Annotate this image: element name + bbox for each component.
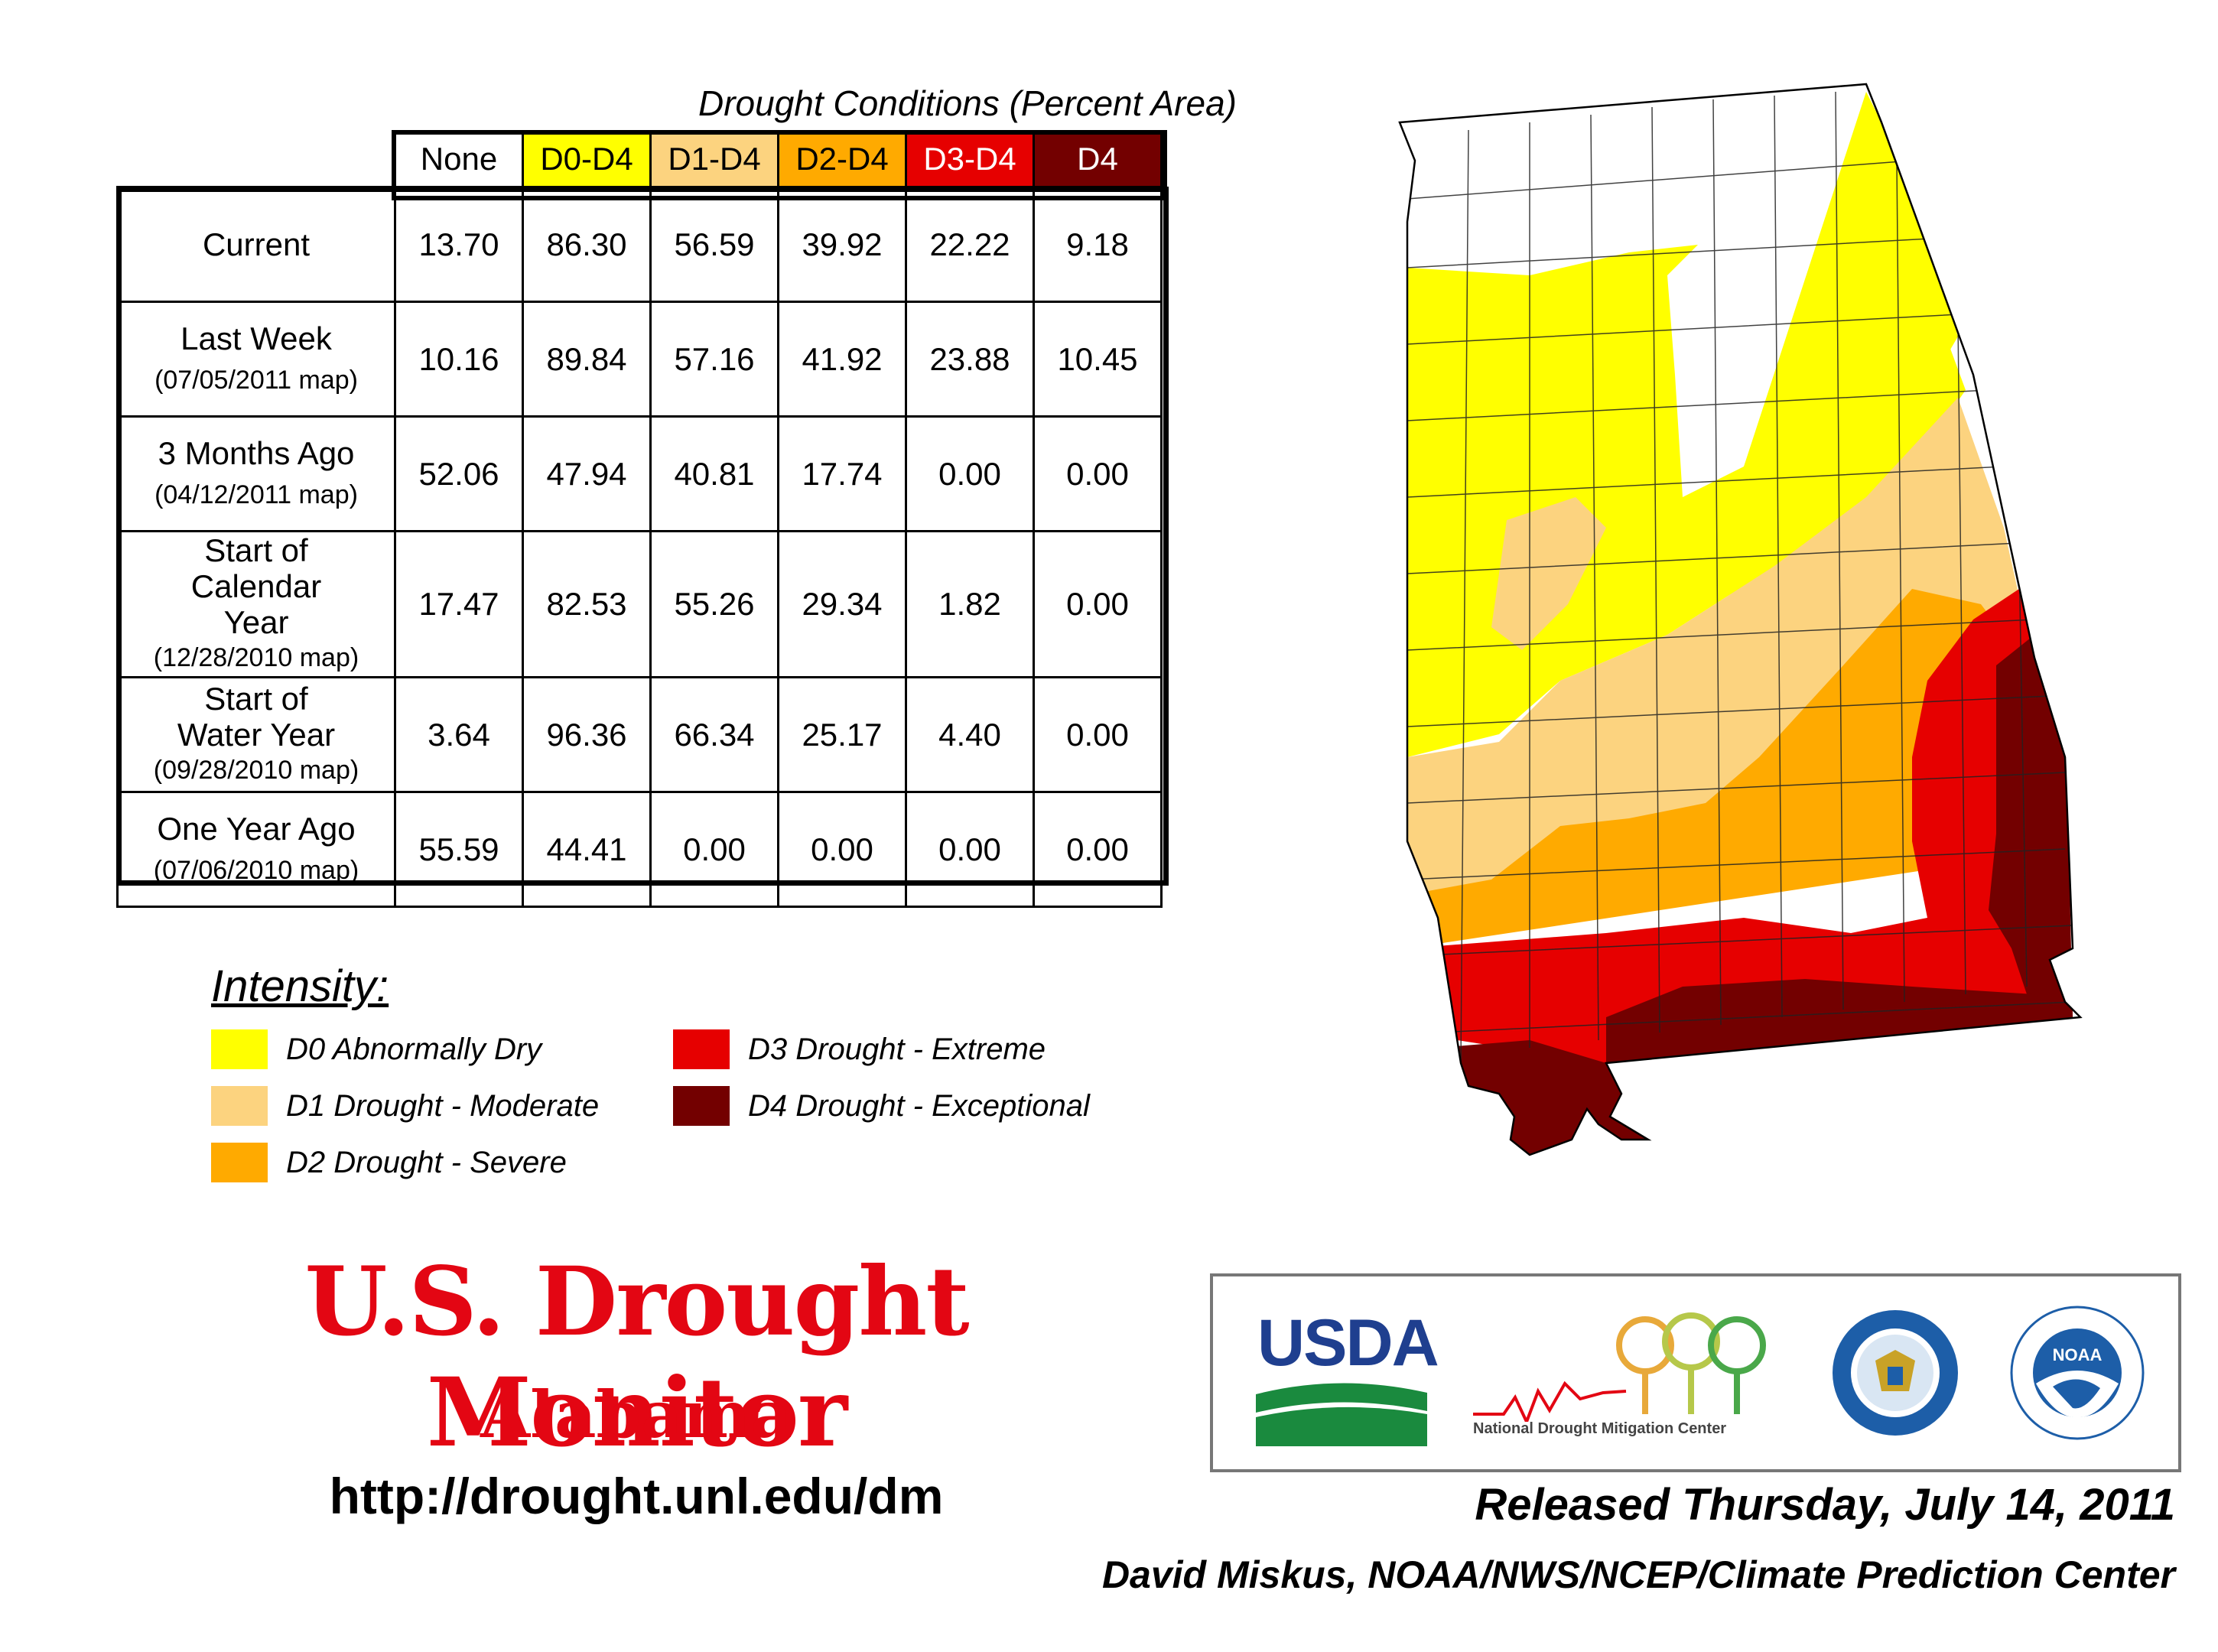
cell: 41.92 — [777, 301, 907, 418]
cell: 55.59 — [394, 791, 524, 908]
usda-logo: USDA — [1257, 1306, 1439, 1380]
cell: 1.82 — [905, 530, 1035, 678]
noaa-logo-icon: NOAA — [2010, 1306, 2145, 1440]
url-link[interactable]: http://drought.unl.edu/dm — [329, 1468, 944, 1524]
d4-area-south — [1606, 979, 2073, 1063]
cell: 86.30 — [522, 186, 652, 303]
ndmc-trees-icon — [1473, 1312, 1766, 1422]
cell: 17.74 — [777, 415, 907, 532]
cell: 0.00 — [1033, 676, 1163, 793]
noaa-logo-text: NOAA — [2053, 1345, 2103, 1364]
legend-label: D4 Drought - Exceptional — [748, 1088, 1090, 1123]
legend-item-d2: D2 Drought - Severe — [211, 1141, 567, 1184]
legend-item-d0: D0 Abnormally Dry — [211, 1028, 541, 1071]
legend-swatch — [211, 1029, 268, 1069]
cell: 23.88 — [905, 301, 1035, 418]
col-d3-d4: D3-D4 — [905, 130, 1035, 188]
table-row: One Year Ago (07/06/2010 map) 55.59 44.41… — [116, 791, 1163, 908]
cell: 4.40 — [905, 676, 1035, 793]
cell: 22.22 — [905, 186, 1035, 303]
legend-swatch — [673, 1029, 730, 1069]
alabama-outline — [1398, 83, 2083, 1156]
cell: 57.16 — [649, 301, 779, 418]
d3-area — [1407, 589, 2073, 1063]
table-row: Start of Water Year (09/28/2010 map) 3.64… — [116, 676, 1163, 793]
table-row: Start of Calendar Year (12/28/2010 map) 1… — [116, 530, 1163, 678]
table-corner — [118, 132, 395, 187]
legend-item-d3: D3 Drought - Extreme — [673, 1028, 1046, 1071]
commerce-seal-icon — [1833, 1310, 1958, 1436]
cell: 17.47 — [394, 530, 524, 678]
col-d0-d4: D0-D4 — [522, 130, 652, 188]
col-d1-d4: D1-D4 — [649, 130, 779, 188]
col-none: None — [394, 130, 524, 188]
table-title: Drought Conditions (Percent Area) — [698, 83, 1237, 123]
legend-item-d4: D4 Drought - Exceptional — [673, 1085, 1090, 1127]
cell: 0.00 — [905, 415, 1035, 532]
legend-swatch — [211, 1086, 268, 1126]
cell: 25.17 — [777, 676, 907, 793]
author-credit: David Miskus, NOAA/NWS/NCEP/Climate Pred… — [1101, 1553, 2175, 1596]
logos-panel: USDA National Drought Mitigation Center … — [1210, 1273, 2181, 1472]
legend-swatch — [211, 1143, 268, 1182]
table-row: Current 13.70 86.30 56.59 39.92 22.22 9.… — [116, 186, 1163, 303]
table-row: Last Week (07/05/2011 map) 10.16 89.84 57… — [116, 301, 1163, 418]
state-title: Alabama — [480, 1377, 792, 1452]
cell: 9.18 — [1033, 186, 1163, 303]
cell: 40.81 — [649, 415, 779, 532]
cell: 47.94 — [522, 415, 652, 532]
d1-area-west — [1491, 497, 1606, 650]
cell: 13.70 — [394, 186, 524, 303]
drought-table: None D0-D4 D1-D4 D2-D4 D3-D4 D4 Current … — [116, 130, 1163, 908]
cell: 89.84 — [522, 301, 652, 418]
monitor-title: U.S. Drought Monitor — [304, 1247, 969, 1468]
row-label: Start of Water Year (09/28/2010 map) — [116, 676, 396, 793]
cell: 96.36 — [522, 676, 652, 793]
d4-area-southwest — [1438, 1040, 1648, 1155]
alabama-drought-map — [1398, 83, 2083, 1156]
cell: 0.00 — [1033, 530, 1163, 678]
col-d4: D4 — [1033, 130, 1163, 188]
cell: 0.00 — [777, 791, 907, 908]
legend-label: D3 Drought - Extreme — [748, 1032, 1046, 1066]
col-d2-d4: D2-D4 — [777, 130, 907, 188]
cell: 0.00 — [1033, 415, 1163, 532]
release-date: Released Thursday, July 14, 2011 — [1475, 1480, 2175, 1530]
legend-label: D1 Drought - Moderate — [286, 1088, 600, 1123]
row-label: One Year Ago (07/06/2010 map) — [116, 791, 396, 908]
legend-item-d1: D1 Drought - Moderate — [211, 1085, 599, 1127]
cell: 55.26 — [649, 530, 779, 678]
legend-label: D0 Abnormally Dry — [286, 1032, 542, 1066]
cell: 3.64 — [394, 676, 524, 793]
table-row: 3 Months Ago (04/12/2011 map) 52.06 47.94… — [116, 415, 1163, 532]
cell: 10.16 — [394, 301, 524, 418]
cell: 52.06 — [394, 415, 524, 532]
d4-area — [1989, 635, 2073, 1017]
cell: 0.00 — [905, 791, 1035, 908]
cell: 44.41 — [522, 791, 652, 908]
cell: 0.00 — [1033, 791, 1163, 908]
row-label: Start of Calendar Year (12/28/2010 map) — [116, 530, 396, 678]
d2-area — [1407, 589, 2065, 948]
ndmc-logo-text: National Drought Mitigation Center — [1473, 1420, 1727, 1437]
cell: 82.53 — [522, 530, 652, 678]
legend-swatch — [673, 1086, 730, 1126]
d0-area-east — [1667, 237, 1966, 604]
county-boundaries — [1407, 91, 2073, 1064]
legend-title: Intensity: — [211, 961, 389, 1011]
cell: 29.34 — [777, 530, 907, 678]
cell: 10.45 — [1033, 301, 1163, 418]
cell: 0.00 — [649, 791, 779, 908]
cell: 56.59 — [649, 186, 779, 303]
row-label: 3 Months Ago (04/12/2011 map) — [116, 415, 396, 532]
legend-label: D2 Drought - Severe — [286, 1145, 567, 1179]
cell: 39.92 — [777, 186, 907, 303]
cell: 66.34 — [649, 676, 779, 793]
row-label: Last Week (07/05/2011 map) — [116, 301, 396, 418]
usda-swoosh-icon — [1256, 1383, 1427, 1446]
row-label: Current — [116, 186, 396, 303]
